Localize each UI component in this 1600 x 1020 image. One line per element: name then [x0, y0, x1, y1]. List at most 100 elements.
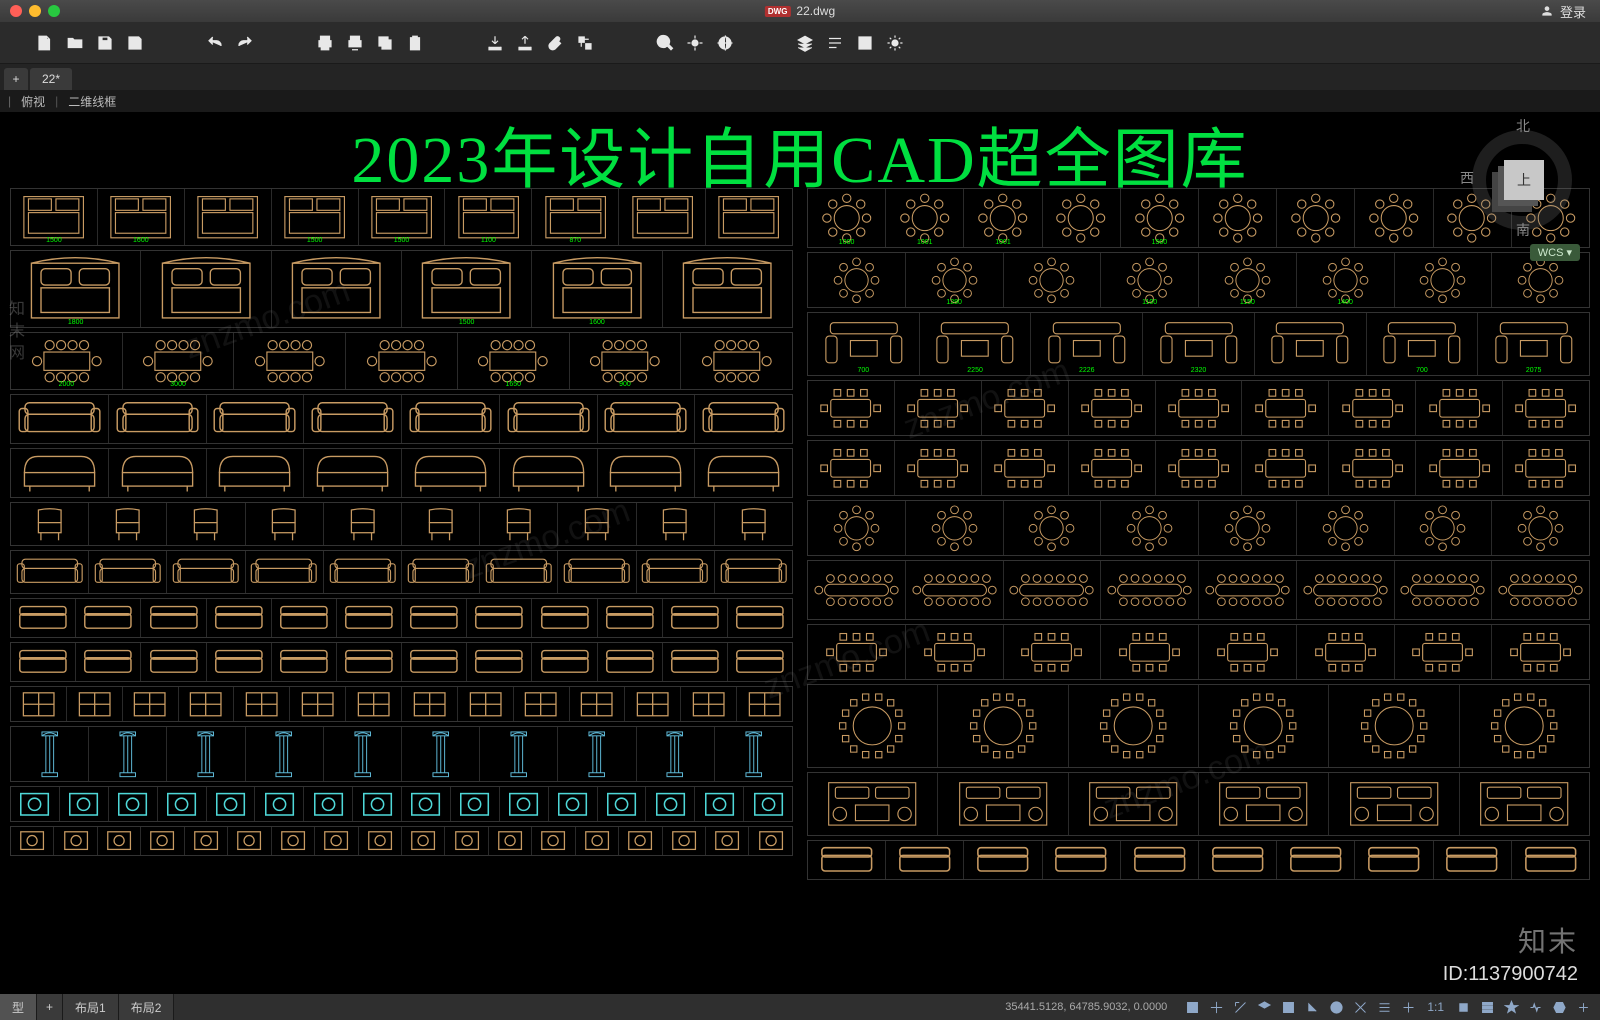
cad-block[interactable]	[514, 687, 570, 721]
cad-block[interactable]	[1512, 841, 1589, 879]
cad-block[interactable]: 900	[570, 333, 682, 389]
cad-block[interactable]	[402, 687, 458, 721]
cad-block[interactable]	[808, 253, 906, 307]
cad-block[interactable]: 3000	[123, 333, 235, 389]
cad-block[interactable]: 2226	[1031, 313, 1143, 375]
cad-block[interactable]	[1199, 189, 1277, 247]
cad-block[interactable]	[706, 189, 792, 245]
cad-block[interactable]	[1503, 441, 1589, 495]
cad-block[interactable]: 2250	[920, 313, 1032, 375]
cad-block[interactable]	[1199, 773, 1329, 835]
cad-block[interactable]	[808, 381, 895, 435]
cad-block[interactable]	[695, 787, 744, 821]
cad-block[interactable]	[451, 787, 500, 821]
cad-block[interactable]	[207, 395, 305, 443]
cad-block[interactable]: 1500	[1121, 189, 1199, 247]
close-icon[interactable]	[10, 5, 22, 17]
status-toggle-1[interactable]	[1205, 996, 1227, 1018]
cad-block[interactable]	[1395, 625, 1493, 679]
cad-block[interactable]	[637, 503, 715, 545]
file-tab[interactable]: 22*	[30, 68, 72, 90]
status-toggle-5[interactable]	[1301, 996, 1323, 1018]
print-button[interactable]	[312, 30, 338, 56]
cad-block[interactable]	[304, 449, 402, 497]
cad-block[interactable]	[808, 561, 906, 619]
layout-tab-1[interactable]: 布局1	[63, 994, 119, 1020]
minimize-icon[interactable]	[29, 5, 41, 17]
cad-block[interactable]	[1297, 561, 1395, 619]
status-toggle-14[interactable]	[1548, 996, 1570, 1018]
cad-block[interactable]	[167, 727, 245, 781]
cad-block[interactable]	[402, 787, 451, 821]
cad-block[interactable]	[11, 503, 89, 545]
cad-block[interactable]	[1395, 561, 1493, 619]
cad-block[interactable]	[1512, 189, 1589, 247]
cad-block[interactable]	[402, 395, 500, 443]
cad-block[interactable]	[141, 599, 206, 637]
cad-block[interactable]: 1600	[98, 189, 185, 245]
cad-block[interactable]	[1395, 501, 1493, 555]
cad-block[interactable]	[324, 727, 402, 781]
cad-block[interactable]	[558, 727, 636, 781]
cad-block[interactable]	[982, 381, 1069, 435]
cad-block[interactable]	[11, 449, 109, 497]
cad-block[interactable]	[1199, 561, 1297, 619]
cad-block[interactable]	[637, 727, 715, 781]
cad-block[interactable]: 1100	[445, 189, 532, 245]
cad-block[interactable]	[1503, 381, 1589, 435]
cad-block[interactable]	[304, 395, 402, 443]
cad-block[interactable]	[272, 827, 315, 855]
status-toggle-15[interactable]	[1572, 996, 1594, 1018]
cad-block[interactable]	[598, 599, 663, 637]
cad-block[interactable]	[637, 551, 715, 593]
cad-block[interactable]: 2000	[11, 333, 123, 389]
cad-block[interactable]	[402, 551, 480, 593]
cad-block[interactable]	[402, 827, 445, 855]
cad-block[interactable]	[246, 503, 324, 545]
cad-block[interactable]	[480, 503, 558, 545]
cad-block[interactable]	[1004, 561, 1102, 619]
cad-block[interactable]	[906, 501, 1004, 555]
orbit-button[interactable]	[712, 30, 738, 56]
cad-block[interactable]	[500, 395, 598, 443]
cad-block[interactable]	[695, 449, 792, 497]
cad-block[interactable]	[207, 787, 256, 821]
wcs-indicator[interactable]: WCS ▾	[1530, 244, 1580, 261]
cad-block[interactable]	[1043, 189, 1121, 247]
cad-block[interactable]	[1004, 253, 1102, 307]
cad-block[interactable]	[315, 827, 358, 855]
cad-block[interactable]	[808, 773, 938, 835]
copy-button[interactable]	[372, 30, 398, 56]
cad-block[interactable]	[402, 599, 467, 637]
cad-block[interactable]	[402, 503, 480, 545]
status-toggle-13[interactable]	[1524, 996, 1546, 1018]
cad-block[interactable]	[1004, 501, 1102, 555]
cad-block[interactable]	[598, 643, 663, 681]
cad-block[interactable]	[695, 395, 792, 443]
cad-block[interactable]	[67, 687, 123, 721]
cad-block[interactable]	[445, 827, 488, 855]
paste-button[interactable]	[402, 30, 428, 56]
cad-block[interactable]	[167, 503, 245, 545]
cad-block[interactable]: 1150	[1199, 253, 1297, 307]
cad-block[interactable]	[532, 599, 597, 637]
cad-block[interactable]: 1500	[272, 189, 359, 245]
cad-block[interactable]	[228, 827, 271, 855]
cad-block[interactable]	[1395, 253, 1493, 307]
login-button[interactable]: 登录	[1540, 2, 1586, 21]
cad-block[interactable]	[982, 441, 1069, 495]
cad-block[interactable]	[1199, 501, 1297, 555]
cad-block[interactable]	[532, 827, 575, 855]
cad-block[interactable]	[1492, 253, 1589, 307]
cad-block[interactable]: 1800	[11, 251, 141, 327]
maximize-icon[interactable]	[48, 5, 60, 17]
cad-block[interactable]	[480, 727, 558, 781]
cad-block[interactable]	[402, 449, 500, 497]
cad-block[interactable]	[895, 381, 982, 435]
cad-block[interactable]	[167, 551, 245, 593]
cad-block[interactable]	[304, 787, 353, 821]
cad-block[interactable]	[576, 827, 619, 855]
cad-block[interactable]	[808, 841, 886, 879]
cad-block[interactable]	[141, 251, 271, 327]
cad-block[interactable]	[728, 599, 792, 637]
